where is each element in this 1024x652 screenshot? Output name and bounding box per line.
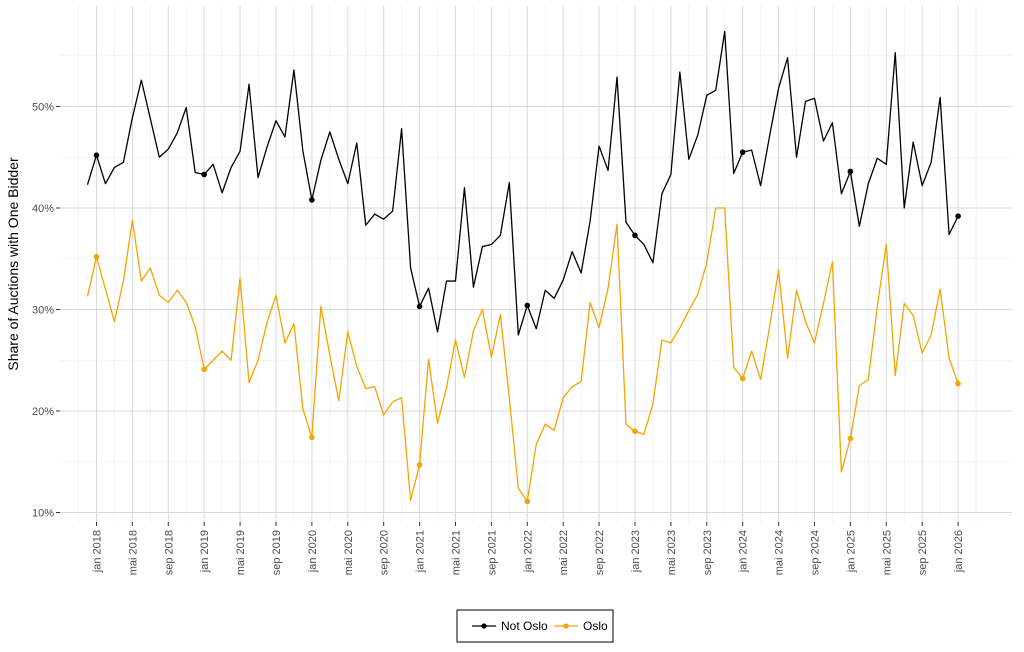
data-point-not-oslo bbox=[739, 149, 746, 155]
x-tick-label: mai 2021 bbox=[450, 530, 462, 575]
data-point-oslo bbox=[524, 498, 531, 505]
x-tick-label: sep 2024 bbox=[809, 530, 821, 575]
data-point-oslo bbox=[739, 375, 746, 382]
data-point-oslo bbox=[93, 253, 100, 260]
x-tick-label: mai 2020 bbox=[343, 530, 355, 575]
data-point-not-oslo bbox=[201, 171, 207, 178]
x-tick-label: sep 2020 bbox=[379, 530, 391, 575]
data-point-oslo bbox=[309, 434, 315, 441]
legend-label-oslo: Oslo bbox=[583, 619, 608, 633]
data-point-oslo bbox=[416, 461, 423, 468]
legend-key-oslo-marker bbox=[563, 623, 569, 629]
x-tick-label: sep 2019 bbox=[271, 530, 283, 575]
x-tick-label: jan 2018 bbox=[91, 530, 103, 573]
series-line-not-oslo bbox=[86, 30, 959, 336]
series-layer bbox=[86, 30, 961, 505]
x-tick-label: jan 2022 bbox=[522, 530, 534, 573]
y-tick-label: 30% bbox=[32, 305, 54, 317]
y-tick-label: 10% bbox=[32, 508, 54, 520]
data-point-not-oslo bbox=[524, 302, 531, 309]
x-tick-label: mai 2019 bbox=[235, 530, 247, 575]
x-tick-label: sep 2025 bbox=[917, 530, 929, 575]
legend-label-not-oslo: Not Oslo bbox=[501, 619, 548, 633]
x-tick-label: mai 2025 bbox=[881, 530, 893, 575]
legend: Not Oslo Oslo bbox=[456, 609, 614, 643]
legend-item-oslo: Oslo bbox=[554, 619, 608, 633]
x-axis: jan 2018 mai 2018 sep 2018 jan 2019 mai 2019… bbox=[91, 522, 965, 575]
y-tick-label: 50% bbox=[32, 102, 54, 114]
data-point-oslo bbox=[955, 380, 961, 387]
x-tick-label: jan 2021 bbox=[415, 530, 427, 573]
legend-item-not-oslo: Not Oslo bbox=[472, 619, 548, 633]
data-point-not-oslo bbox=[416, 303, 423, 310]
series-line-oslo bbox=[86, 207, 959, 502]
x-tick-label: mai 2022 bbox=[558, 530, 570, 575]
data-point-not-oslo bbox=[955, 213, 961, 219]
data-point-oslo bbox=[201, 366, 207, 373]
x-tick-label: jan 2020 bbox=[307, 530, 319, 573]
x-tick-label: jan 2019 bbox=[199, 530, 211, 573]
legend-key-not-oslo-marker bbox=[481, 623, 487, 629]
data-point-not-oslo bbox=[632, 232, 638, 239]
x-tick-label: sep 2018 bbox=[163, 530, 175, 575]
x-tick-label: sep 2022 bbox=[594, 530, 606, 575]
data-point-oslo bbox=[632, 428, 638, 435]
x-tick-label: jan 2024 bbox=[738, 530, 750, 573]
x-tick-label: mai 2024 bbox=[774, 530, 786, 575]
x-tick-label: jan 2025 bbox=[845, 530, 857, 573]
major-gridlines bbox=[60, 6, 1012, 522]
x-tick-label: sep 2023 bbox=[702, 530, 714, 575]
y-axis: 10% 20% 30% 40% 50% bbox=[32, 102, 60, 520]
x-tick-label: jan 2023 bbox=[630, 530, 642, 573]
x-tick-label: mai 2023 bbox=[666, 530, 678, 575]
x-tick-label: sep 2021 bbox=[486, 530, 498, 575]
y-tick-label: 20% bbox=[32, 406, 54, 418]
data-point-not-oslo bbox=[309, 197, 315, 203]
x-tick-label: mai 2018 bbox=[127, 530, 139, 575]
data-point-not-oslo bbox=[93, 152, 100, 159]
data-point-not-oslo bbox=[847, 168, 854, 175]
x-tick-label: jan 2026 bbox=[953, 530, 965, 573]
y-axis-title: Share of Auctions with One Bidder bbox=[5, 157, 21, 371]
data-point-oslo bbox=[847, 435, 854, 442]
minor-gridlines bbox=[60, 6, 1012, 522]
y-tick-label: 40% bbox=[32, 203, 54, 215]
